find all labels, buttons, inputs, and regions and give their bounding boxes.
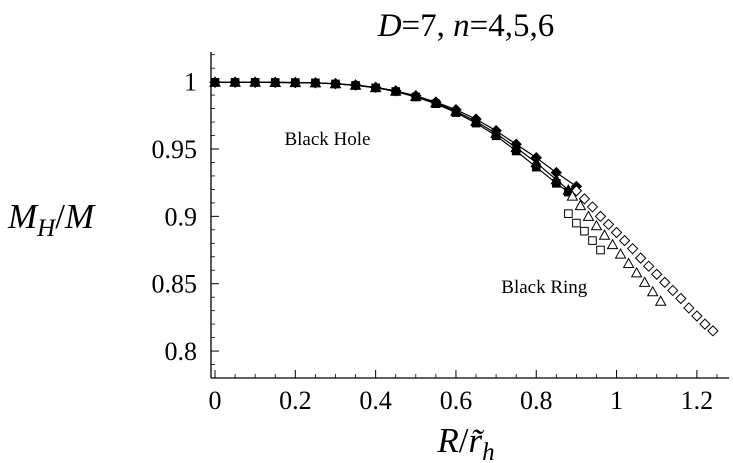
x-tick-label: 0.6	[440, 386, 473, 415]
data-point-open-square	[596, 245, 605, 255]
data-point-open-square	[564, 209, 573, 218]
y-label-m2: M	[64, 197, 96, 236]
chart-title-part: =4,5,6	[470, 8, 555, 44]
data-point-open-diamond	[626, 242, 639, 255]
x-tick-label: 0.4	[359, 386, 392, 415]
data-point-open-triangle	[614, 248, 627, 259]
data-point-open-triangle	[622, 257, 635, 268]
data-point-open-diamond	[586, 201, 599, 213]
data-point-open-triangle	[566, 190, 579, 201]
data-point-filled-square	[250, 78, 260, 87]
y-tick-label: 0.85	[152, 270, 198, 299]
annotation-black-hole: Black Hole	[284, 129, 370, 150]
x-tick-label: 1	[610, 386, 623, 415]
data-point-open-square	[580, 226, 589, 236]
x-label-sub: h	[482, 439, 495, 463]
y-tick-label: 0.9	[165, 202, 198, 231]
series-line-1	[215, 81, 569, 191]
data-point-open-diamond	[675, 292, 687, 305]
x-tick-label: 1.2	[681, 386, 714, 415]
y-axis-label: MH/M	[7, 197, 96, 242]
chart-title-part: D	[377, 8, 402, 44]
y-label-m: M	[7, 197, 39, 236]
data-point-open-diamond	[618, 234, 631, 247]
y-tick-label: 0.8	[165, 337, 198, 366]
data-point-open-diamond	[683, 302, 695, 314]
data-point-open-diamond	[667, 284, 679, 297]
data-point-open-diamond	[610, 226, 623, 239]
data-point-open-diamond	[634, 252, 647, 264]
x-tick-label: 0	[209, 386, 222, 415]
data-point-filled-square	[210, 78, 220, 87]
x-label-slash: /	[459, 421, 469, 460]
chart-title-part: =7,	[402, 8, 454, 44]
data-point-open-diamond	[659, 276, 671, 289]
data-point-filled-square	[471, 118, 481, 128]
data-point-filled-square	[351, 81, 360, 90]
data-point-open-triangle	[630, 266, 643, 278]
data-point-open-diamond	[707, 325, 719, 337]
data-point-open-diamond	[578, 193, 591, 205]
data-point-open-square	[588, 236, 597, 245]
data-point-open-diamond	[699, 318, 711, 330]
x-label-rtilde: r̃	[469, 421, 485, 460]
data-point-open-diamond	[602, 218, 615, 231]
data-point-open-diamond	[691, 310, 703, 322]
data-point-filled-square	[511, 146, 521, 156]
data-point-open-triangle	[606, 238, 619, 250]
series-lines	[215, 81, 577, 193]
data-point-open-diamond	[594, 210, 607, 223]
data-point-open-triangle	[654, 295, 667, 306]
data-point-open-diamond	[642, 260, 655, 272]
data-point-open-square	[572, 218, 581, 228]
data-point-filled-square	[270, 78, 280, 87]
y-tick-label: 1	[184, 68, 197, 97]
chart-title: D=7, n=4,5,6	[377, 8, 555, 44]
chart-title-part: n	[453, 8, 470, 44]
data-point-filled-square	[391, 87, 401, 96]
data-point-open-triangle	[582, 210, 595, 221]
data-point-filled-square	[531, 162, 541, 172]
data-point-filled-square	[411, 92, 421, 102]
data-point-open-diamond	[651, 268, 663, 280]
data-point-filled-square	[491, 131, 501, 141]
series-line-0	[215, 81, 577, 187]
series-markers	[209, 76, 719, 337]
series-line-2	[215, 81, 569, 193]
y-label-sub: H	[36, 215, 57, 242]
data-point-filled-square	[291, 78, 300, 87]
data-point-open-triangle	[590, 219, 603, 231]
annotation-black-ring: Black Ring	[501, 277, 588, 298]
data-point-open-triangle	[638, 276, 651, 287]
x-tick-label: 0.8	[520, 386, 553, 415]
data-point-open-triangle	[598, 229, 611, 240]
x-axis-label: R/r̃h	[436, 421, 494, 463]
data-point-filled-square	[371, 83, 380, 93]
axes	[210, 52, 729, 379]
data-point-filled-square	[230, 78, 240, 87]
data-point-filled-square	[552, 179, 561, 188]
data-point-open-triangle	[574, 199, 587, 211]
data-point-filled-square	[431, 99, 441, 109]
data-point-filled-square	[331, 79, 340, 89]
y-tick-label: 0.95	[152, 135, 198, 164]
y-label-slash: /	[55, 197, 65, 236]
x-label-r: R	[436, 421, 458, 460]
ticks: 0 0.2 0.4 0.6 0.8 1 1.2 0.8 0.85 0.9 0.95 1	[152, 54, 718, 415]
data-point-filled-square	[311, 78, 320, 88]
x-tick-label: 0.2	[279, 386, 312, 415]
data-point-open-triangle	[646, 285, 659, 297]
data-point-filled-square	[451, 108, 461, 117]
